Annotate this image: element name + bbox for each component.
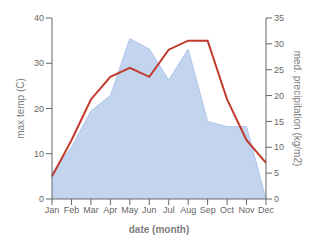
svg-text:Jul: Jul [163, 205, 175, 215]
svg-text:Oct: Oct [220, 205, 235, 215]
svg-text:med. precipitation (kg/m2): med. precipitation (kg/m2) [292, 51, 303, 167]
svg-text:Jun: Jun [142, 205, 157, 215]
svg-text:Dec: Dec [258, 205, 275, 215]
svg-text:25: 25 [274, 65, 284, 75]
svg-text:20: 20 [274, 91, 284, 101]
svg-text:Aug: Aug [180, 205, 196, 215]
svg-text:May: May [121, 205, 139, 215]
svg-text:10: 10 [34, 149, 44, 159]
svg-text:Mar: Mar [83, 205, 99, 215]
svg-text:0: 0 [274, 194, 279, 204]
svg-text:20: 20 [34, 104, 44, 114]
svg-text:35: 35 [274, 13, 284, 23]
svg-text:date (month): date (month) [129, 224, 190, 235]
svg-text:40: 40 [34, 13, 44, 23]
svg-text:5: 5 [274, 168, 279, 178]
svg-text:Feb: Feb [64, 205, 80, 215]
svg-text:0: 0 [39, 194, 44, 204]
svg-text:Jan: Jan [45, 205, 60, 215]
svg-text:30: 30 [34, 58, 44, 68]
svg-text:10: 10 [274, 142, 284, 152]
svg-text:Sep: Sep [200, 205, 216, 215]
svg-text:max temp (C): max temp (C) [15, 78, 26, 139]
svg-text:Apr: Apr [103, 205, 117, 215]
svg-text:30: 30 [274, 39, 284, 49]
svg-text:15: 15 [274, 117, 284, 127]
svg-text:Nov: Nov [239, 205, 256, 215]
